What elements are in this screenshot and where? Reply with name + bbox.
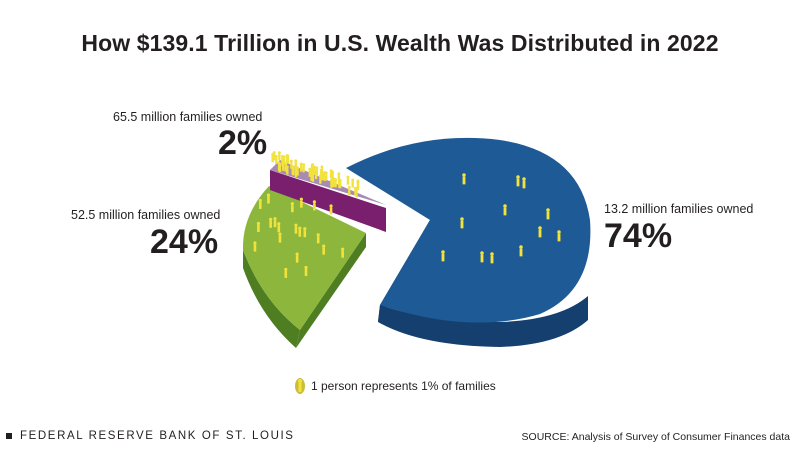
person-figure — [294, 223, 298, 234]
person-figure — [269, 217, 273, 228]
slice-74-side — [378, 296, 588, 347]
slice-24-side — [243, 250, 300, 348]
person-figure — [295, 252, 299, 263]
label-2-percent-value: 2% — [218, 124, 268, 162]
people-figures-24-percent — [253, 193, 345, 278]
person-figure — [323, 171, 327, 181]
person-figure — [284, 267, 288, 278]
person-figure — [519, 245, 523, 257]
footer-org: FEDERAL RESERVE BANK OF ST. LOUIS — [6, 430, 295, 442]
person-figure — [503, 204, 507, 216]
footer-square-icon — [6, 433, 12, 439]
person-figure — [490, 252, 494, 264]
people-figures-74-percent — [441, 173, 561, 264]
person-figure — [278, 232, 282, 243]
slice-74-percent — [346, 137, 591, 347]
person-figure — [285, 154, 289, 164]
person-figure — [294, 168, 298, 178]
person-figure — [266, 193, 271, 204]
person-figure — [318, 174, 322, 184]
slice-2-side — [270, 170, 386, 232]
label-24-percent-families: 52.5 million families owned — [71, 208, 221, 222]
person-figure — [516, 175, 520, 187]
person-figure — [353, 186, 357, 196]
person-figure — [299, 162, 303, 172]
slice-24-percent — [242, 186, 366, 348]
label-74-percent-families: 13.2 million families owned — [604, 202, 754, 216]
legend: 1 person represents 1% of families — [293, 377, 496, 395]
chart-title: How $139.1 Trillion in U.S. Wealth Was D… — [81, 30, 719, 56]
person-figure — [289, 159, 293, 169]
person-figure — [480, 251, 484, 263]
person-figure — [460, 217, 464, 229]
person-figure — [302, 163, 306, 173]
person-figure — [522, 177, 526, 189]
slice-24-top — [242, 186, 366, 330]
person-figure — [273, 217, 277, 228]
person-figure — [315, 166, 319, 176]
person-figure — [316, 233, 320, 244]
person-figure — [538, 226, 542, 238]
person-figure — [329, 178, 333, 188]
person-figure — [253, 241, 257, 252]
footer-source: SOURCE: Analysis of Survey of Consumer F… — [521, 431, 790, 443]
person-figure — [298, 226, 302, 237]
person-figure — [546, 208, 550, 220]
footer-org-text: FEDERAL RESERVE BANK OF ST. LOUIS — [20, 430, 295, 442]
person-figure — [462, 173, 466, 185]
person-figure — [312, 200, 317, 211]
label-24-percent-value: 24% — [150, 223, 219, 261]
person-figure — [334, 178, 338, 188]
person-figure — [304, 265, 308, 276]
label-74-percent-value: 74% — [604, 217, 673, 255]
slice-74-top — [346, 137, 591, 323]
person-figure — [329, 204, 333, 215]
person-figure — [277, 222, 281, 233]
person-figure — [258, 198, 262, 209]
person-figure — [320, 165, 324, 175]
person-figure — [274, 154, 278, 165]
person-figure — [311, 172, 315, 182]
person-figure — [351, 178, 355, 188]
people-figures-2-percent — [271, 151, 360, 198]
person-figure — [272, 151, 276, 161]
person-figure — [347, 185, 351, 196]
person-figure — [441, 250, 445, 262]
person-figure — [282, 155, 286, 165]
person-figure — [290, 202, 294, 213]
person-figure — [277, 151, 281, 161]
legend-text: 1 person represents 1% of families — [311, 379, 496, 393]
person-figure — [356, 181, 360, 191]
person-figure — [281, 161, 285, 171]
person-figure — [337, 172, 341, 182]
person-figure — [303, 227, 307, 238]
person-figure — [337, 178, 341, 188]
person-figure — [291, 165, 295, 175]
person-figure — [341, 247, 345, 258]
slice-24-inner-side — [296, 233, 366, 348]
person-figure — [322, 244, 326, 255]
person-icon — [295, 378, 305, 394]
person-figure — [278, 163, 282, 173]
person-figure — [299, 197, 304, 208]
person-figure — [294, 159, 298, 169]
person-figure — [557, 230, 561, 242]
label-2-percent-families: 65.5 million families owned — [113, 110, 263, 124]
person-figure — [256, 221, 261, 232]
person-figure — [346, 175, 350, 185]
